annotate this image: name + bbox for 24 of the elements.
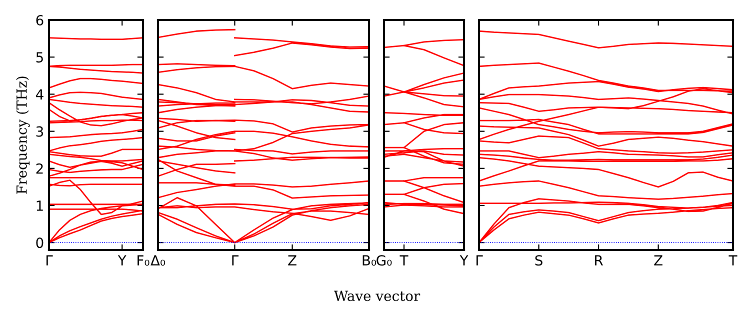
y-tick-label: 1 (36, 200, 43, 211)
x-tick-label: S (535, 255, 542, 266)
x-tick-label: B₀ (362, 255, 376, 266)
y-axis-title: Frequency (THz) (16, 76, 30, 194)
x-tick-label: T (728, 255, 738, 266)
y-tick-label: 2 (36, 163, 43, 174)
x-tick-label: Γ (476, 255, 483, 266)
x-tick-label: Y (118, 255, 126, 266)
x-tick-label: F₀ (138, 255, 150, 266)
x-tick-label: Δ₀ (150, 255, 166, 266)
y-tick-label: 3 (36, 126, 44, 137)
x-tick-label: R (595, 255, 603, 266)
x-tick-label: T (400, 255, 408, 266)
x-axis-title: Wave vector (334, 290, 420, 302)
y-tick-label: 5 (36, 52, 43, 63)
x-tick-label: Γ (232, 255, 239, 266)
y-tick-label: 4 (36, 89, 44, 100)
x-tick-label: Z (288, 255, 296, 266)
y-tick-label: 6 (36, 14, 44, 26)
x-tick-label: Y (460, 255, 468, 266)
x-tick-label: G₀ (376, 255, 392, 266)
y-tick-label: 0 (36, 238, 44, 248)
x-tick-label: Γ (46, 255, 53, 266)
x-tick-label: Z (654, 255, 662, 266)
